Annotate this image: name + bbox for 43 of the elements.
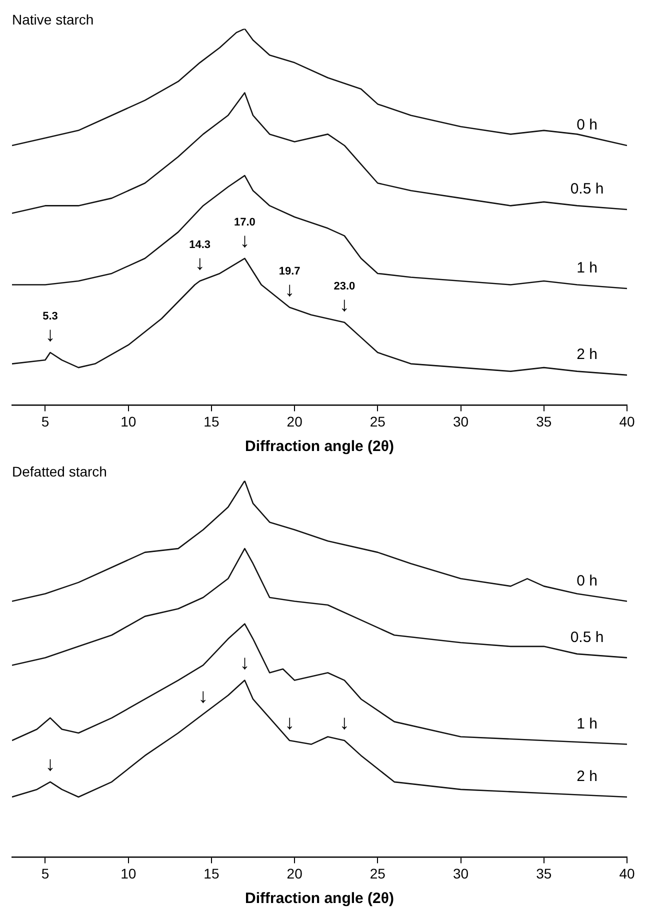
series-label: 1 h <box>576 715 598 732</box>
annotation: ↓ <box>284 278 295 301</box>
x-tick-label: 20 <box>286 413 303 430</box>
annotation: 17.0 <box>234 216 256 228</box>
annotation: ↓ <box>339 294 350 316</box>
annotation: 5.3 <box>42 310 58 323</box>
x-tick-label: 35 <box>536 413 552 430</box>
annotation: ↓ <box>284 712 295 734</box>
chart-title: Native starch <box>12 11 94 28</box>
x-tick-label: 25 <box>370 413 386 430</box>
annotation: ↓ <box>198 686 208 708</box>
annotation: ↓ <box>194 252 205 275</box>
x-tick-label: 20 <box>286 865 303 882</box>
annotation: ↓ <box>45 324 56 346</box>
series-label: 2 h <box>576 346 598 364</box>
x-tick-label: 15 <box>204 865 220 882</box>
x-tick-label: 15 <box>204 413 220 430</box>
annotation: ↓ <box>45 753 56 776</box>
series-label: 2 h <box>576 768 598 786</box>
series-label: 0 h <box>576 572 598 590</box>
series-label: 0.5 h <box>570 628 604 646</box>
x-tick-label: 10 <box>120 865 136 882</box>
annotation: 23.0 <box>334 280 356 292</box>
x-tick-label: 25 <box>370 865 386 882</box>
x-tick-label: 30 <box>452 413 469 430</box>
annotation: ↓ <box>339 712 350 734</box>
x-tick-label: 35 <box>536 865 552 882</box>
annotation: ↓ <box>240 230 250 252</box>
annotation: 19.7 <box>278 265 300 278</box>
annotation: 14.3 <box>189 239 211 252</box>
x-tick-label: 5 <box>41 413 50 430</box>
x-tick-label: 5 <box>41 865 50 882</box>
annotation: ↓ <box>240 652 250 674</box>
chart-title: Defatted starch <box>12 463 107 480</box>
series-label: 0 h <box>576 116 598 134</box>
x-tick-label: 10 <box>120 413 136 430</box>
x-axis-title: Diffraction angle (2θ) <box>245 438 394 456</box>
x-tick-label: 30 <box>452 865 469 882</box>
x-axis-title: Diffraction angle (2θ) <box>245 890 394 908</box>
series-label: 1 h <box>576 260 598 277</box>
x-tick-label: 40 <box>619 865 635 882</box>
series-label: 0.5 h <box>570 180 604 198</box>
x-tick-label: 40 <box>619 413 635 430</box>
